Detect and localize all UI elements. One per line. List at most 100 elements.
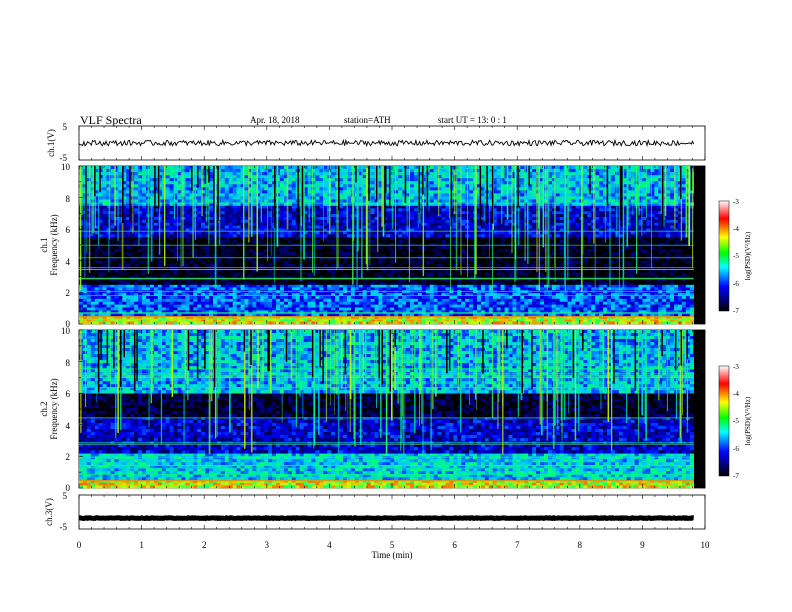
spectrogram-cell bbox=[426, 299, 430, 302]
spectrogram-cell bbox=[217, 310, 221, 313]
spectrogram-cell bbox=[209, 287, 213, 290]
spectrogram-cell bbox=[465, 296, 469, 299]
spectrogram-cell bbox=[666, 237, 670, 240]
spectrogram-cell bbox=[87, 307, 91, 310]
spectrogram-cell bbox=[540, 261, 544, 264]
spectrogram-cell bbox=[410, 305, 414, 308]
spectrogram-cell bbox=[497, 270, 501, 273]
spectrogram-cell bbox=[189, 299, 193, 302]
spectrogram-cell bbox=[134, 273, 138, 276]
spectrogram-cell bbox=[260, 321, 264, 324]
spectrogram-cell bbox=[142, 258, 146, 261]
spectrogram-cell bbox=[174, 223, 178, 226]
spectrogram-cell bbox=[268, 302, 272, 305]
spectrogram-cell bbox=[292, 282, 296, 285]
spectrogram-cell bbox=[327, 270, 331, 273]
spectrogram-cell bbox=[627, 249, 631, 252]
spectrogram-cell bbox=[477, 240, 481, 243]
spectrogram-cell bbox=[225, 243, 229, 246]
spectrogram-cell bbox=[142, 249, 146, 252]
spectrogram-cell bbox=[111, 226, 115, 229]
spectrogram-cell bbox=[233, 258, 237, 261]
spectrogram-cell bbox=[95, 270, 99, 273]
spectrogram-cell bbox=[560, 305, 564, 308]
spectrogram-cell bbox=[142, 243, 146, 246]
spectrogram-cell bbox=[406, 285, 410, 288]
spectrogram-cell bbox=[449, 258, 453, 261]
spectrogram-cell bbox=[390, 246, 394, 249]
spectrogram-cell bbox=[524, 273, 528, 276]
spectrogram-cell bbox=[213, 305, 217, 308]
spectrogram-cell bbox=[505, 243, 509, 246]
spectrogram-cell bbox=[221, 273, 225, 276]
spectrogram-cell bbox=[347, 270, 351, 273]
spectrogram-cell bbox=[308, 261, 312, 264]
spectrogram-cell bbox=[501, 307, 505, 310]
spectrogram-cell bbox=[654, 302, 658, 305]
spectrogram-cell bbox=[339, 282, 343, 285]
spectrogram-cell bbox=[241, 296, 245, 299]
spectrogram-cell bbox=[623, 299, 627, 302]
spectrogram-cell bbox=[445, 310, 449, 313]
spectrogram-cell bbox=[583, 287, 587, 290]
spectrogram-cell bbox=[426, 273, 430, 276]
spectrogram-cell bbox=[99, 220, 103, 223]
spectrogram-cell bbox=[272, 305, 276, 308]
spectrogram-cell bbox=[572, 307, 576, 310]
spectrogram-cell bbox=[662, 237, 666, 240]
spectrogram-cell bbox=[319, 302, 323, 305]
spectrogram-cell bbox=[576, 282, 580, 285]
spectrogram-cell bbox=[319, 282, 323, 285]
spectrogram-cell bbox=[166, 246, 170, 249]
spectrogram-cell bbox=[264, 299, 268, 302]
spectrogram-cell bbox=[359, 299, 363, 302]
spectrogram-cell bbox=[241, 302, 245, 305]
spectrogram-cell bbox=[591, 321, 595, 324]
spectrogram-cell bbox=[319, 287, 323, 290]
spectrogram-cell bbox=[643, 321, 647, 324]
spectrogram-cell bbox=[284, 321, 288, 324]
spectrogram-cell bbox=[583, 321, 587, 324]
spectrogram-cell bbox=[394, 321, 398, 324]
spectrogram-cell bbox=[233, 240, 237, 243]
spectrogram-cell bbox=[166, 296, 170, 299]
spectrogram-cell bbox=[615, 240, 619, 243]
station-label: station=ATH bbox=[344, 115, 391, 125]
spectrogram-cell bbox=[611, 282, 615, 285]
spectrogram-cell bbox=[319, 305, 323, 308]
spectrogram-cell bbox=[430, 270, 434, 273]
spectrogram-cell bbox=[209, 273, 213, 276]
spectrogram-cell bbox=[245, 273, 249, 276]
spectrogram-cell bbox=[639, 246, 643, 249]
spectrogram-cell bbox=[643, 305, 647, 308]
spectrogram-cell bbox=[643, 240, 647, 243]
spectrogram-cell bbox=[654, 249, 658, 252]
spectrogram-cell bbox=[682, 249, 686, 252]
spectrogram-cell bbox=[166, 252, 170, 255]
spectrogram-cell bbox=[138, 310, 142, 313]
spectrogram-cell bbox=[154, 287, 158, 290]
spectrogram-cell bbox=[493, 246, 497, 249]
spectrogram-cell bbox=[375, 321, 379, 324]
spectrogram-cell bbox=[481, 310, 485, 313]
spectrogram-cell bbox=[154, 240, 158, 243]
spectrogram-cell bbox=[256, 302, 260, 305]
spectrogram-cell bbox=[576, 302, 580, 305]
spectrogram-cell bbox=[520, 249, 524, 252]
spectrogram-cell bbox=[315, 264, 319, 267]
spectrogram-cell bbox=[528, 246, 532, 249]
spectrogram-cell bbox=[658, 282, 662, 285]
spectrogram-cell bbox=[158, 310, 162, 313]
spectrogram-cell bbox=[556, 321, 560, 324]
spectrogram-cell bbox=[95, 307, 99, 310]
spectrogram-cell bbox=[572, 310, 576, 313]
spectrogram-cell bbox=[410, 310, 414, 313]
spectrogram-cell bbox=[489, 302, 493, 305]
spectrogram-cell bbox=[363, 285, 367, 288]
spectrogram-cell bbox=[674, 287, 678, 290]
spectrogram-cell bbox=[178, 273, 182, 276]
spectrogram-cell bbox=[359, 302, 363, 305]
spectrogram-cell bbox=[465, 307, 469, 310]
spectrogram-cell bbox=[418, 258, 422, 261]
spectrogram-cell bbox=[378, 261, 382, 264]
